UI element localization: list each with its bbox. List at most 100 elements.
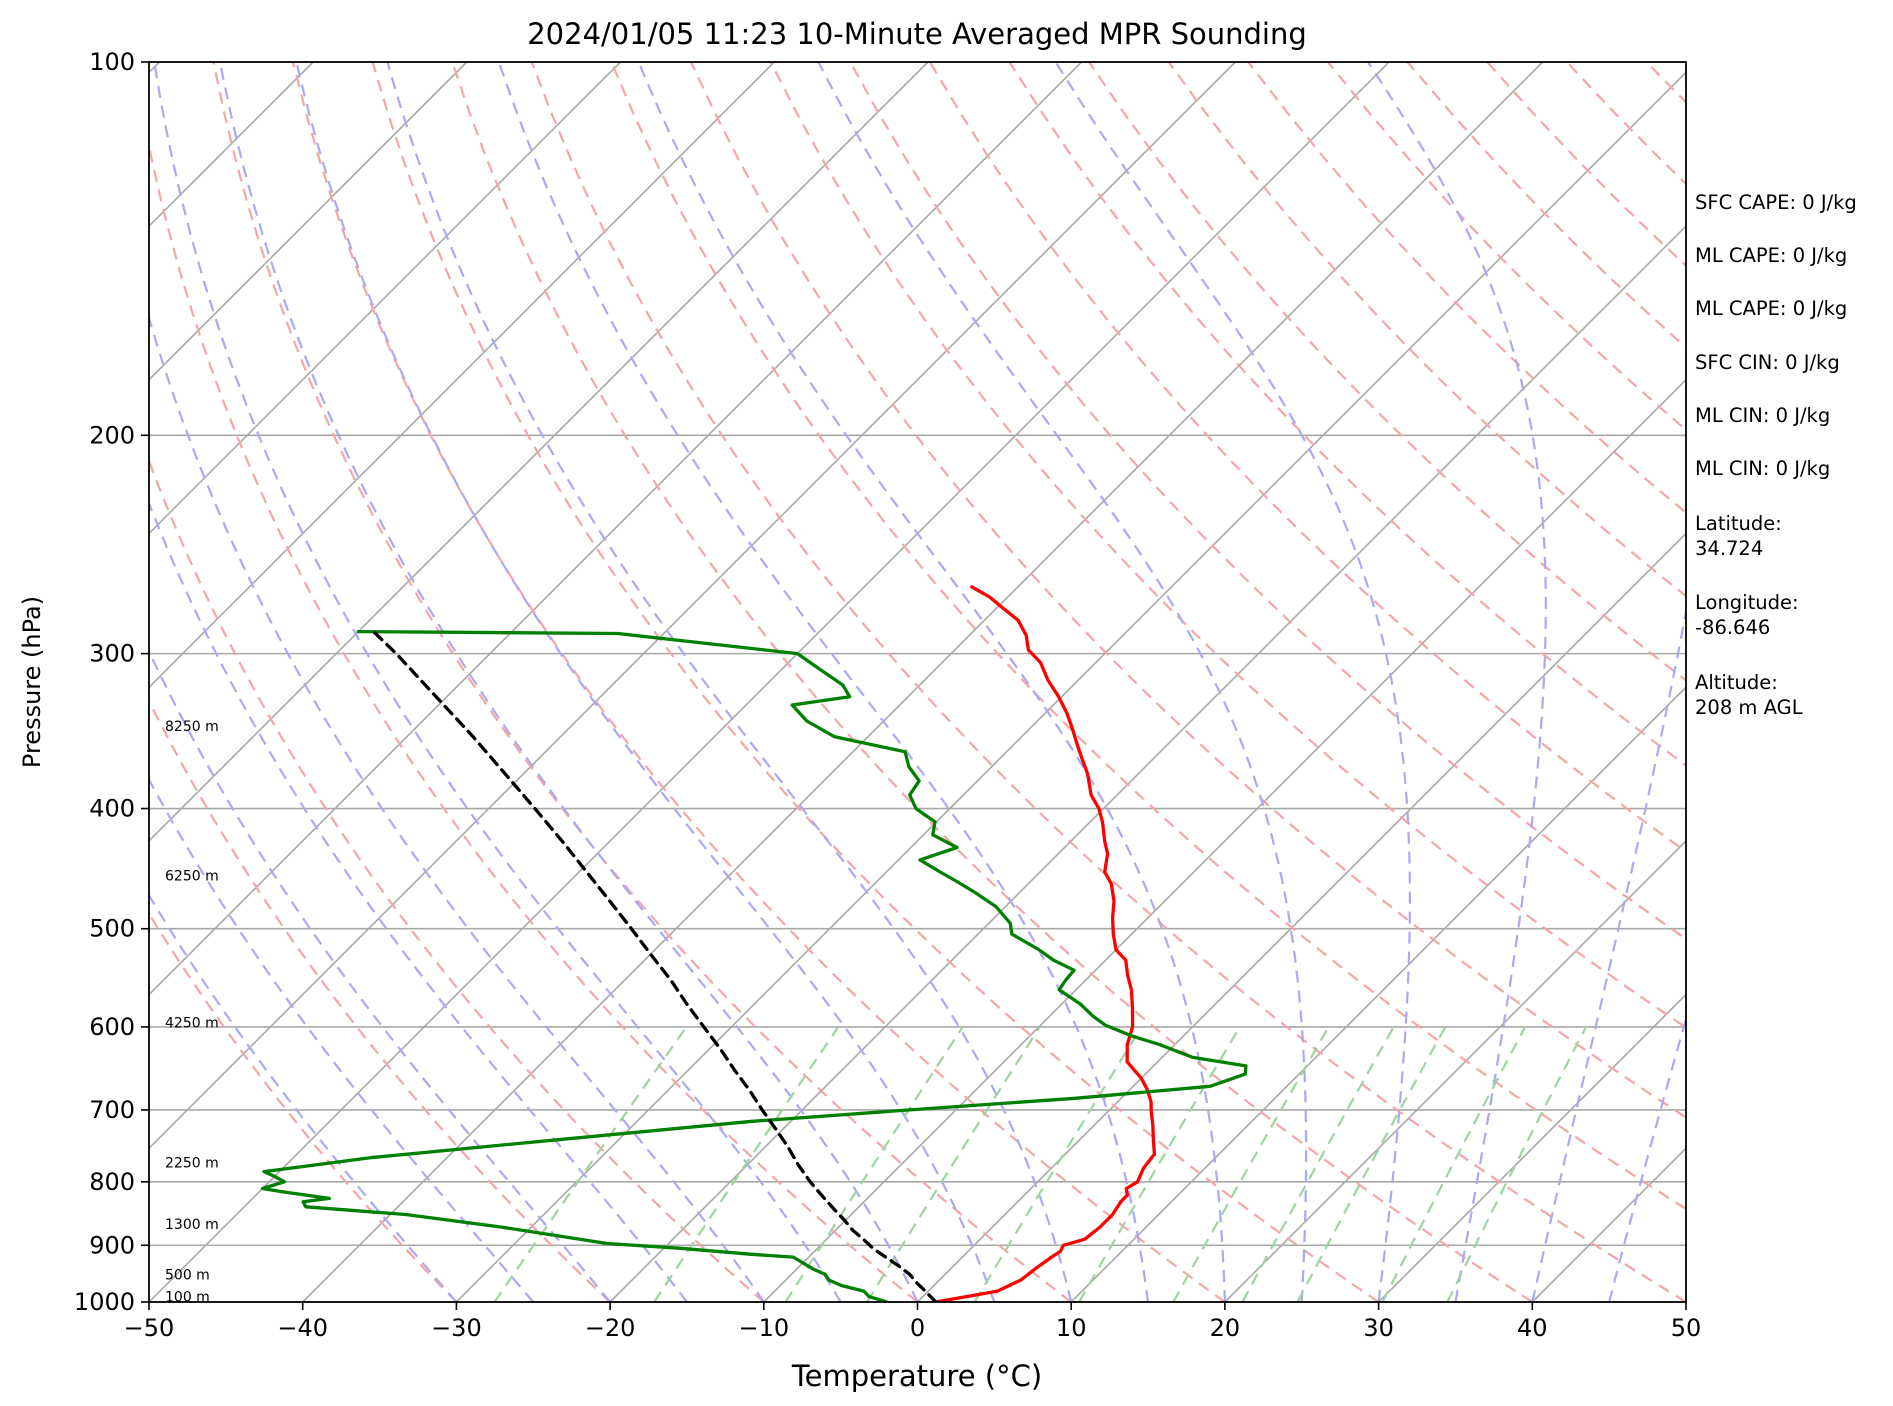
y-axis-title: Pressure (hPa) xyxy=(18,596,46,768)
y-tick-label: 200 xyxy=(89,421,135,449)
isotherm-line xyxy=(149,62,775,689)
isotherm-line xyxy=(455,71,1686,1302)
x-tick-label: 0 xyxy=(910,1314,925,1342)
mixing-ratio-line xyxy=(866,1026,1041,1302)
isotherm-line xyxy=(763,378,1686,1302)
isobar-lines xyxy=(149,62,1686,1302)
x-tick-label: 20 xyxy=(1210,1314,1241,1342)
dry-adiabat-line xyxy=(530,62,1686,1302)
isotherm-lines xyxy=(0,62,1686,1302)
plot-frame xyxy=(148,61,1687,1303)
mixing-ratio-line xyxy=(493,1026,688,1302)
x-tick-label: −50 xyxy=(124,1314,175,1342)
dry-adiabat-line xyxy=(451,62,1533,1302)
dry-adiabat-lines xyxy=(149,62,1686,1302)
y-tick-label: 500 xyxy=(89,915,135,943)
dry-adiabat-line xyxy=(1088,62,1686,682)
background-lines xyxy=(0,62,1686,1302)
x-axis: −50 −40 −30 −20 −10 0 10 20 30 40 50 xyxy=(124,1302,1702,1342)
sounding-series xyxy=(260,585,1248,1302)
isotherm-line xyxy=(149,62,1390,1302)
moist-adiabat-line xyxy=(149,893,458,1302)
ml-cin-text-2: ML CIN: 0 J/kg xyxy=(1695,457,1831,480)
mixing-ratio-line xyxy=(653,1026,840,1302)
dry-adiabat-line xyxy=(149,457,765,1302)
x-tick-label: 50 xyxy=(1671,1314,1702,1342)
y-tick-label: 900 xyxy=(89,1231,135,1259)
dry-adiabat-line xyxy=(149,698,611,1302)
ml-cin-text: ML CIN: 0 J/kg xyxy=(1695,404,1831,427)
isotherm-line xyxy=(0,62,6,1302)
moist-adiabat-line xyxy=(1531,605,1686,1302)
dry-adiabat-line xyxy=(212,62,1072,1302)
isotherm-line xyxy=(1224,839,1686,1302)
sfc-cin-text: SFC CIN: 0 J/kg xyxy=(1695,351,1840,374)
ml-cape-text: ML CAPE: 0 J/kg xyxy=(1695,244,1848,267)
longitude-text: Longitude: -86.646 xyxy=(1695,591,1799,639)
dry-adiabat-line xyxy=(769,62,1686,1029)
mixing-ratio-line xyxy=(1172,1026,1330,1302)
moist-adiabat-lines xyxy=(149,62,1686,1302)
moist-adiabat-line xyxy=(153,62,842,1302)
moist-adiabat-line xyxy=(386,62,1073,1302)
isotherm-line xyxy=(149,62,1236,1150)
mixing-ratio-line xyxy=(973,1026,1143,1302)
height-label: 6250 m xyxy=(165,869,219,885)
moist-adiabat-line xyxy=(219,62,919,1302)
height-label: 1300 m xyxy=(165,1217,219,1233)
dewpoint-line xyxy=(260,629,1248,1302)
isotherm-line xyxy=(1070,686,1686,1302)
mixing-ratio-line xyxy=(1241,1026,1395,1302)
isotherm-line xyxy=(609,224,1686,1302)
isotherm-line xyxy=(1378,993,1686,1302)
dry-adiabat-line xyxy=(690,62,1686,1119)
x-tick-label: −10 xyxy=(738,1314,789,1342)
dry-adiabat-line xyxy=(1008,62,1686,767)
y-tick-label: 400 xyxy=(89,795,135,823)
latitude-text: Latitude: 34.724 xyxy=(1695,512,1782,560)
temperature-line xyxy=(934,585,1157,1302)
height-label: 8250 m xyxy=(165,719,219,735)
chart-title: 2024/01/05 11:23 10-Minute Averaged MPR … xyxy=(527,17,1307,51)
moist-adiabat-line xyxy=(1054,62,1411,1302)
y-tick-label: 600 xyxy=(89,1013,135,1041)
x-tick-label: −30 xyxy=(431,1314,482,1342)
dry-adiabat-line xyxy=(149,911,458,1302)
mixing-ratio-line xyxy=(1078,1026,1241,1302)
height-labels: 100 m 500 m 1300 m 2250 m 4250 m 6250 m 8250 m xyxy=(165,719,219,1306)
y-tick-label: 300 xyxy=(89,640,135,668)
y-tick-label: 100 xyxy=(89,48,135,76)
y-axis: 100 200 300 400 500 600 700 800 900 1000 xyxy=(74,48,149,1316)
parcel-path-line xyxy=(371,629,938,1302)
x-axis-title: Temperature (°C) xyxy=(791,1359,1042,1393)
moist-adiabat-line xyxy=(295,62,996,1302)
moist-adiabat-line xyxy=(637,62,1226,1302)
height-label: 500 m xyxy=(165,1267,210,1283)
y-tick-label: 700 xyxy=(89,1096,135,1124)
isotherm-line xyxy=(149,62,622,535)
isotherm-line xyxy=(149,62,1083,996)
moist-adiabat-line xyxy=(149,313,765,1302)
moist-adiabat-line xyxy=(497,62,1150,1302)
altitude-text: Altitude: 208 m AGL xyxy=(1695,671,1803,719)
mixing-ratio-line xyxy=(1296,1026,1447,1302)
dry-adiabat-line xyxy=(371,62,1380,1302)
height-label: 4250 m xyxy=(165,1015,219,1031)
x-tick-label: −40 xyxy=(277,1314,328,1342)
isotherm-line xyxy=(302,62,1544,1302)
dry-adiabat-line xyxy=(149,140,919,1302)
moist-adiabat-line xyxy=(1367,62,1547,1302)
mixing-ratio-line xyxy=(1446,1026,1588,1302)
height-label: 2250 m xyxy=(165,1156,219,1172)
isotherm-line xyxy=(149,62,929,843)
height-label: 100 m xyxy=(165,1290,210,1306)
x-tick-label: 40 xyxy=(1517,1314,1548,1342)
dry-adiabat-line xyxy=(1167,62,1686,598)
mixing-ratio-lines xyxy=(493,1026,1588,1302)
mixing-ratio-line xyxy=(1381,1026,1527,1302)
y-tick-label: 1000 xyxy=(74,1288,135,1316)
x-tick-label: 10 xyxy=(1056,1314,1087,1342)
isotherm-line xyxy=(149,62,468,381)
y-tick-label: 800 xyxy=(89,1168,135,1196)
